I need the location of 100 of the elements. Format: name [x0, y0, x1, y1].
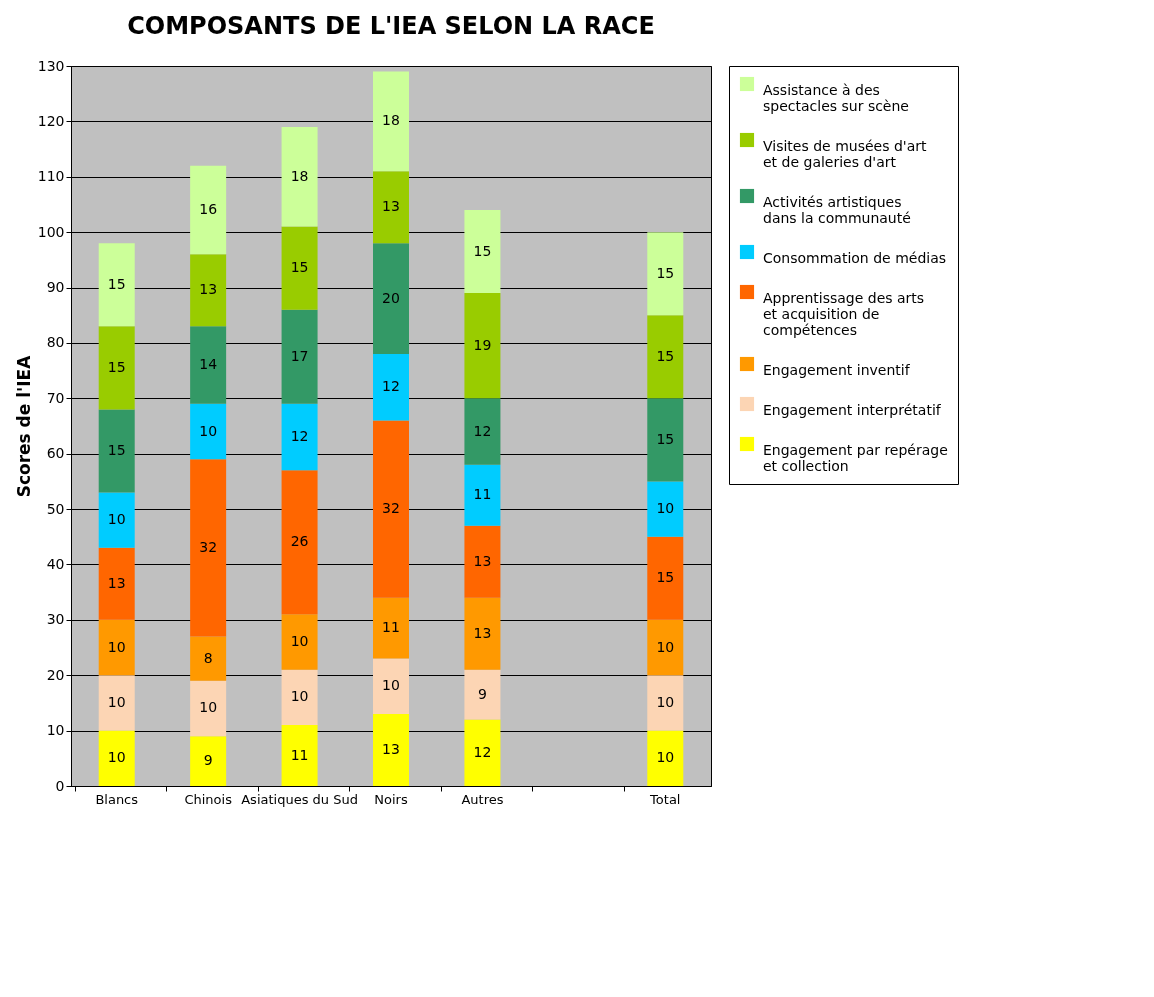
- legend-label: Consommation de médias: [763, 250, 947, 266]
- bar: [373, 597, 409, 659]
- data-label: 9: [203, 752, 213, 769]
- y-tick-label: 10: [46, 722, 65, 739]
- data-label: 13: [473, 552, 492, 569]
- bar: [98, 547, 135, 620]
- data-label: 18: [382, 112, 400, 129]
- bar: [281, 226, 318, 310]
- data-label: 12: [473, 743, 492, 760]
- data-label: 17: [290, 347, 309, 364]
- data-label: 13: [473, 624, 492, 641]
- data-label: 8: [203, 649, 213, 666]
- data-label: 10: [290, 633, 309, 649]
- y-tick-label: 0: [55, 777, 65, 794]
- bar: [373, 658, 409, 714]
- x-tick-label: Noirs: [374, 791, 408, 807]
- bar: [373, 71, 409, 172]
- data-label: 10: [199, 422, 218, 439]
- bar: [281, 614, 318, 670]
- data-label: 11: [290, 746, 309, 763]
- data-label: 9: [477, 685, 487, 702]
- legend-label: Visites de musées d'art et de galeries d'art: [763, 138, 927, 170]
- data-label: 10: [656, 749, 675, 766]
- bar: [464, 525, 501, 598]
- y-tick-label: 100: [37, 223, 65, 240]
- data-label: 20: [382, 289, 400, 306]
- data-label: 10: [290, 688, 309, 705]
- bar: [464, 597, 501, 670]
- bar: [190, 459, 227, 637]
- y-tick-label: 120: [37, 112, 65, 129]
- bar: [464, 719, 501, 786]
- bar: [464, 210, 501, 294]
- data-label: 12: [290, 428, 309, 445]
- y-tick-label: 40: [46, 555, 65, 572]
- data-label: 12: [382, 378, 400, 395]
- bar: [190, 165, 227, 255]
- data-label: 15: [656, 569, 675, 586]
- data-label: 10: [656, 500, 675, 517]
- bar: [373, 171, 409, 244]
- bar: [464, 464, 501, 526]
- bar: [98, 619, 135, 676]
- y-tick-label: 50: [46, 500, 65, 517]
- data-label: 13: [382, 198, 400, 215]
- data-label: 13: [382, 741, 400, 757]
- bar: [281, 669, 318, 726]
- bar: [373, 243, 409, 354]
- data-label: 10: [107, 511, 126, 528]
- y-tick-label: 70: [46, 389, 65, 406]
- y-tick-label: 60: [46, 445, 65, 462]
- y-tick-label: 20: [46, 666, 65, 683]
- bar: [647, 481, 684, 537]
- bar: [464, 398, 501, 465]
- bar: [647, 232, 684, 316]
- bar: [464, 669, 501, 720]
- data-label: 14: [199, 356, 218, 373]
- bar: [373, 714, 409, 786]
- bar: [190, 636, 227, 681]
- bar: [281, 309, 318, 404]
- data-label: 15: [656, 430, 675, 447]
- bar: [98, 675, 135, 731]
- bar: [190, 736, 227, 786]
- data-label: 10: [107, 749, 126, 766]
- data-label: 10: [382, 677, 400, 694]
- data-label: 10: [199, 699, 218, 716]
- y-tick-label: 130: [37, 57, 65, 74]
- data-label: 19: [473, 336, 492, 353]
- data-label: 11: [473, 486, 492, 503]
- x-tick-label: Total: [649, 791, 681, 807]
- data-label: 32: [382, 500, 400, 517]
- chart-title: COMPOSANTS DE L'IEA SELON LA RACE: [127, 12, 655, 40]
- bar: [98, 409, 135, 493]
- data-label: 10: [107, 638, 126, 655]
- data-label: 18: [290, 167, 309, 184]
- x-tick-label: Chinois: [184, 791, 233, 807]
- bar: [373, 354, 409, 421]
- x-tick-label: Asiatiques du Sud: [241, 791, 358, 807]
- bar: [647, 398, 684, 482]
- data-label: 16: [199, 201, 218, 217]
- bar: [647, 675, 684, 731]
- y-tick-label: 110: [37, 168, 65, 185]
- data-label: 26: [290, 533, 309, 550]
- data-label: 10: [656, 638, 675, 655]
- bar: [647, 730, 684, 786]
- y-tick-label: 30: [46, 611, 65, 628]
- bar: [98, 326, 135, 410]
- bar: [464, 293, 501, 399]
- bar: [281, 126, 318, 227]
- bar: [98, 492, 135, 548]
- bar: [190, 403, 227, 460]
- bar: [373, 420, 409, 598]
- bar: [281, 403, 318, 471]
- legend-label: Apprentissage des arts et acquisition de compétences: [763, 290, 925, 338]
- data-label: 13: [199, 281, 218, 298]
- bar: [98, 730, 135, 786]
- bar: [647, 315, 684, 399]
- data-label: 12: [473, 422, 492, 439]
- y-tick-label: 80: [46, 334, 65, 351]
- data-label: 15: [107, 358, 126, 375]
- bar: [190, 680, 227, 737]
- data-label: 10: [107, 693, 126, 710]
